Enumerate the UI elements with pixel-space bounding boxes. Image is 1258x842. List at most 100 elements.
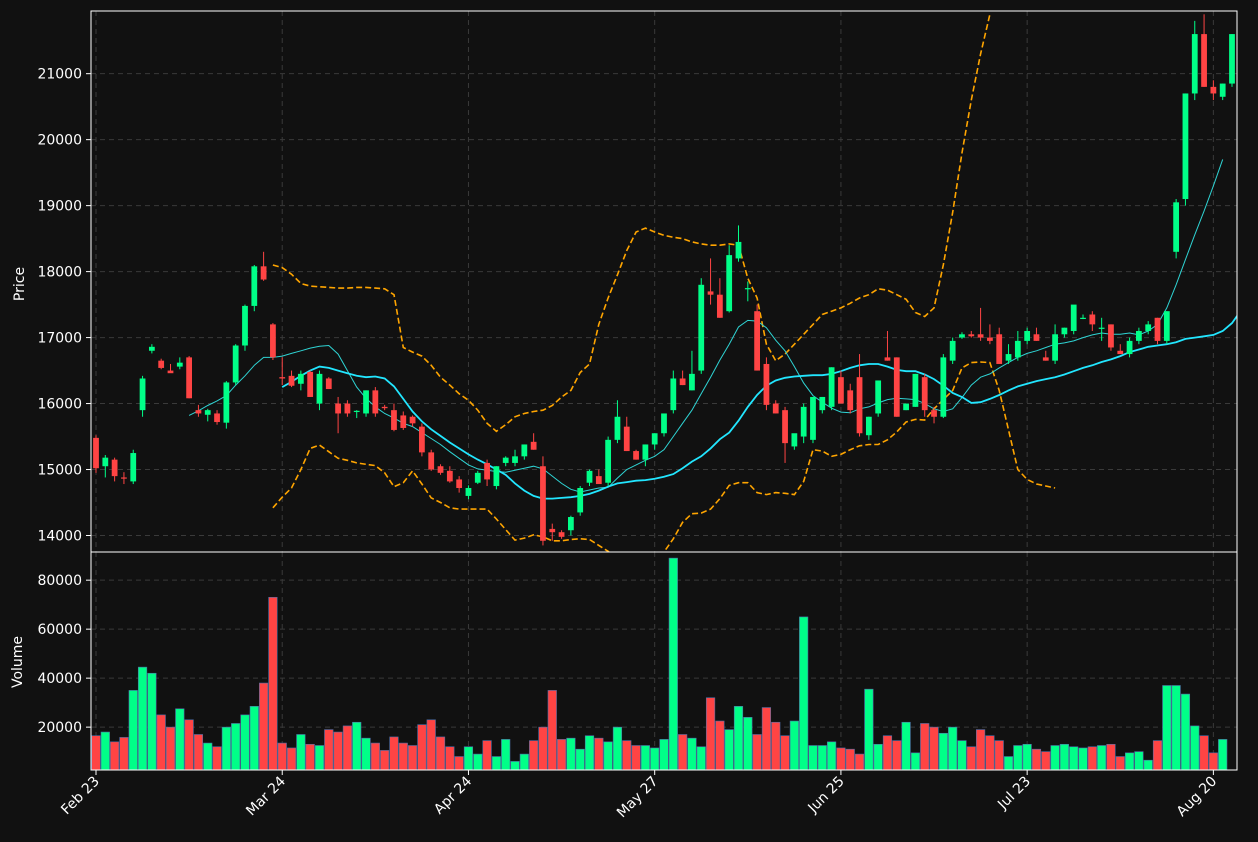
volume-bar: [491, 756, 501, 771]
candle: [921, 373, 928, 417]
candle: [856, 354, 863, 437]
candle-body: [158, 360, 165, 368]
candle: [838, 370, 844, 404]
volume-bar: [1162, 685, 1172, 771]
candle-body: [428, 452, 435, 470]
volume-bar: [417, 724, 427, 771]
candle-body: [121, 477, 127, 479]
candle-body: [865, 416, 872, 436]
volume-bar: [603, 741, 613, 771]
candle-body: [195, 410, 202, 414]
candle: [735, 225, 742, 262]
candle-body: [419, 426, 425, 453]
candle-body: [1014, 340, 1021, 358]
candle: [1080, 314, 1086, 320]
candle-body: [316, 373, 323, 404]
candle-body: [1070, 304, 1077, 331]
candle-body: [614, 416, 621, 440]
candle: [1117, 344, 1124, 355]
candle-body: [1145, 324, 1152, 331]
candle: [297, 370, 304, 391]
volume-bar: [1087, 746, 1097, 771]
volume-bar: [1208, 752, 1218, 771]
volume-bar: [1050, 745, 1060, 771]
candle-body: [139, 378, 146, 411]
volume-bar: [575, 748, 585, 771]
candle-body: [1108, 324, 1114, 348]
candle: [968, 330, 975, 338]
candle: [335, 396, 341, 434]
candle-body: [856, 377, 863, 434]
candle-body: [1229, 34, 1235, 84]
candle-body: [446, 470, 453, 482]
candle: [1191, 20, 1198, 101]
candle: [512, 449, 518, 467]
candle-body: [689, 373, 695, 391]
volume-bar: [286, 747, 297, 771]
volume-bar: [1171, 685, 1181, 771]
candle-body: [810, 396, 816, 440]
candle: [1201, 14, 1207, 87]
candle-body: [884, 357, 891, 361]
candle: [1126, 337, 1133, 358]
candle-body: [111, 459, 118, 477]
volume-bar: [948, 726, 958, 771]
bollinger-lower-band: [272, 361, 1056, 552]
candle: [1014, 330, 1021, 361]
candle: [288, 370, 295, 388]
price-panel: 14000 15000 16000 17000 18000 19000 20000 21000…: [12, 10, 1238, 553]
candle-body: [912, 373, 919, 407]
candle: [195, 404, 202, 417]
candle: [456, 476, 463, 493]
candle: [148, 344, 155, 354]
candle: [595, 469, 602, 485]
candle: [987, 324, 993, 345]
volume-bar: [435, 736, 446, 771]
candle-body: [1052, 334, 1058, 361]
candle-body: [782, 410, 788, 444]
candle: [716, 278, 723, 318]
volume-bar: [1218, 739, 1228, 771]
volume-bar: [1013, 745, 1023, 771]
volume-bar: [389, 736, 399, 771]
candle-body: [698, 284, 705, 371]
candle: [270, 323, 276, 361]
volume-bar: [408, 745, 418, 771]
candle: [623, 416, 630, 452]
candle: [763, 357, 770, 411]
price-tick-label: 20000: [37, 133, 82, 149]
candle-body: [502, 457, 509, 463]
price-tick-label: 21000: [37, 67, 82, 83]
candle: [819, 396, 826, 414]
candle: [977, 307, 984, 341]
candle-body: [260, 266, 267, 280]
volume-bar: [324, 729, 334, 771]
candle-body: [791, 433, 798, 447]
volume-bar: [184, 719, 194, 771]
volume-bar: [864, 688, 874, 771]
candle-body: [363, 390, 369, 414]
volume-bar: [678, 734, 688, 771]
candle: [139, 375, 146, 417]
candle-body: [297, 373, 304, 384]
volume-bar: [519, 753, 529, 771]
candle: [847, 383, 854, 414]
candle-body: [270, 324, 276, 358]
candle-body: [102, 457, 109, 467]
candle-body: [372, 390, 379, 414]
volume-axis-label: Volume: [10, 636, 26, 688]
candle-body: [1005, 354, 1012, 361]
candle-body: [279, 377, 286, 379]
candle-body: [838, 377, 844, 404]
volume-bar: [538, 726, 548, 771]
candle-body: [800, 406, 807, 437]
candle: [186, 356, 193, 399]
candle: [307, 370, 314, 397]
candle-body: [642, 444, 649, 460]
candle-body: [1210, 86, 1217, 94]
volume-bar: [957, 740, 967, 771]
ma-fast-line: [188, 159, 1224, 493]
candle-body: [1033, 334, 1040, 341]
volume-bar: [1190, 725, 1200, 771]
volume-bar: [352, 721, 362, 771]
